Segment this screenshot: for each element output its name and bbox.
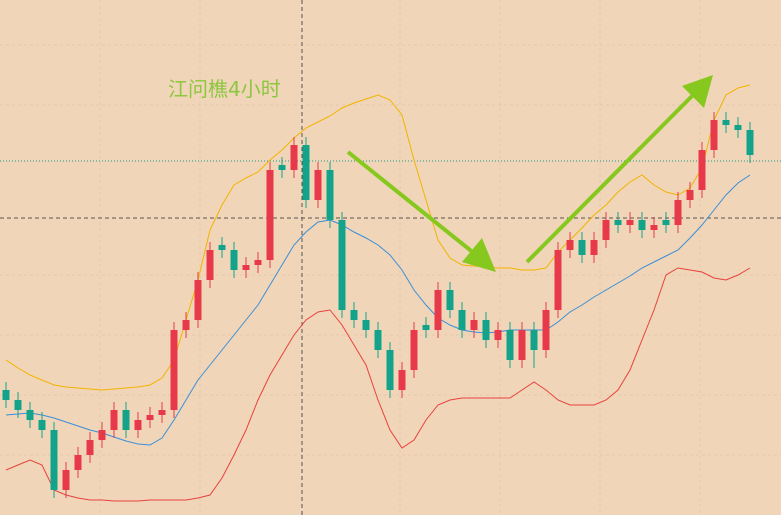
candle-body <box>254 260 262 265</box>
candle-body <box>266 170 274 260</box>
candle-body <box>578 240 586 255</box>
candle-body <box>2 390 10 400</box>
candle-body <box>590 240 598 255</box>
candle-body <box>326 170 334 220</box>
candle-body <box>14 400 22 410</box>
band-line <box>5 174 751 446</box>
plot <box>2 84 754 502</box>
chart-title: 江问樵4小时 <box>168 77 281 101</box>
candle-body <box>386 350 394 390</box>
candle-body <box>314 170 322 200</box>
candle-body <box>278 165 286 170</box>
candle-body <box>146 415 154 420</box>
candle-body <box>614 220 622 225</box>
candle-body <box>74 455 82 470</box>
band-line <box>5 84 751 391</box>
candle-body <box>410 330 418 370</box>
band-line <box>5 267 751 502</box>
candle-body <box>626 220 634 225</box>
candle-body <box>710 120 718 150</box>
candle-body <box>134 420 142 430</box>
candle-body <box>110 410 118 430</box>
candle-body <box>194 280 202 320</box>
candle-body <box>506 330 514 360</box>
candle-body <box>470 320 478 330</box>
candle-body <box>86 440 94 455</box>
candle-body <box>530 330 538 350</box>
candle-body <box>482 320 490 340</box>
candle-body <box>698 150 706 190</box>
candle-body <box>650 225 658 230</box>
candle-body <box>602 220 610 240</box>
candle-body <box>734 125 742 130</box>
candle-body <box>554 250 562 310</box>
candle-body <box>206 250 214 280</box>
candle-body <box>746 130 754 155</box>
candle-body <box>434 290 442 330</box>
arrows <box>346 75 713 272</box>
candle-body <box>722 120 730 125</box>
candle-body <box>542 310 550 350</box>
candle-body <box>50 430 58 490</box>
candle-body <box>302 145 310 200</box>
candle-body <box>218 245 226 250</box>
candle-body <box>350 310 358 320</box>
candle-body <box>338 220 346 310</box>
candle-body <box>674 200 682 225</box>
candle-body <box>170 330 178 410</box>
candle-body <box>518 330 526 360</box>
candle-body <box>566 240 574 250</box>
candle-body <box>38 420 46 430</box>
candle-body <box>182 320 190 330</box>
candle-body <box>398 370 406 390</box>
candle-body <box>422 325 430 330</box>
candle-body <box>374 330 382 350</box>
candle-body <box>638 220 646 230</box>
candle-body <box>62 470 70 490</box>
candle-body <box>122 410 130 430</box>
candle-body <box>446 290 454 310</box>
candle-body <box>458 310 466 330</box>
candle-body <box>290 145 298 170</box>
candle-body <box>98 430 106 440</box>
candle-body <box>26 410 34 420</box>
candle-body <box>686 190 694 200</box>
candle-body <box>362 320 370 330</box>
candle-body <box>158 410 166 415</box>
candle-body <box>230 250 238 270</box>
candle-body <box>494 330 502 340</box>
candle-body <box>662 220 670 225</box>
candle-body <box>242 265 250 270</box>
